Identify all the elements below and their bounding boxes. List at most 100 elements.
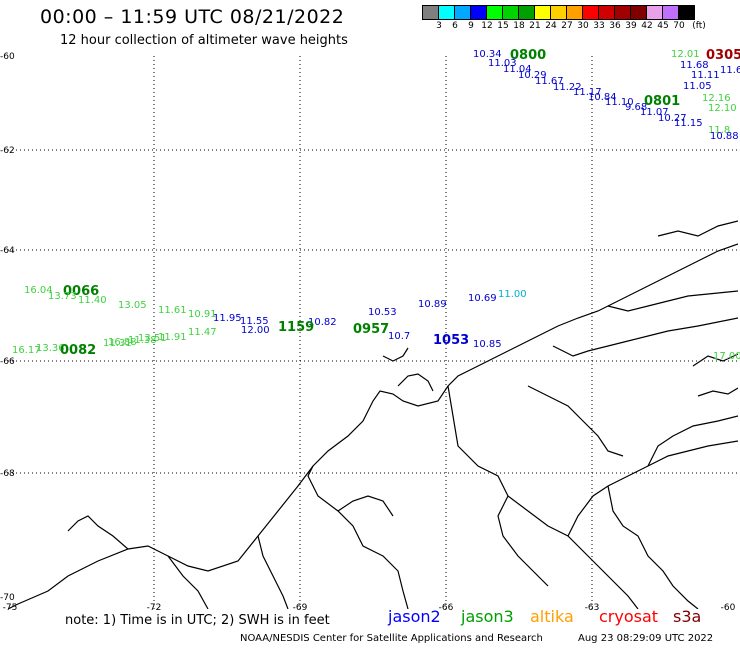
footnote: note: 1) Time is in UTC; 2) SWH is in fe… (65, 613, 330, 628)
pass-time-label: 0066 (63, 284, 100, 299)
swh-label: 12.00 (241, 325, 270, 336)
swh-label: 10.34 (473, 49, 502, 60)
lat-label: -64 (0, 246, 15, 256)
swh-label: 9.68 (625, 102, 648, 113)
swh-label: 10.88 (710, 131, 739, 142)
pass-time-label: 0801 (644, 94, 681, 109)
swh-label: 11.95 (213, 313, 242, 324)
legend-swatch (502, 5, 519, 20)
legend-swatch (550, 5, 567, 20)
legend-tick-label: 33 (593, 21, 605, 31)
legend-swatch (646, 5, 663, 20)
swh-label: 11.07 (640, 107, 669, 118)
lon-label: -63 (584, 603, 600, 613)
swh-label: 12.10 (708, 103, 737, 114)
legend-tick-label: 6 (452, 21, 458, 31)
swh-label: 16.88 (108, 337, 137, 348)
legend-swatch (630, 5, 647, 20)
swh-label: 11.03 (488, 58, 517, 69)
legend-swatch (422, 5, 439, 20)
lon-label: -72 (146, 603, 162, 613)
satellite-legend-jason2: jason2 (388, 607, 441, 626)
graticule (8, 56, 738, 609)
legend-tick-label: 27 (561, 21, 573, 31)
pass-time-label: 0305 (706, 48, 740, 63)
pass-time-label: 0800 (510, 48, 547, 63)
lon-label: -66 (438, 603, 454, 613)
swh-label: 11.47 (188, 327, 217, 338)
map-title: 00:00 – 11:59 UTC 08/21/2022 (40, 6, 345, 28)
swh-label: 11.11 (691, 70, 720, 81)
swh-label: 11.15 (674, 118, 703, 129)
swh-label: 11.05 (683, 81, 712, 92)
legend-tick-label: 39 (625, 21, 637, 31)
swh-label: 11.38 (128, 335, 157, 346)
swh-label: 16.04 (24, 285, 53, 296)
legend-tick-label: 30 (577, 21, 589, 31)
map-svg (8, 56, 738, 609)
pass-time-label: 1053 (433, 333, 470, 348)
legend-tick-label: 21 (529, 21, 541, 31)
swh-label: 10.82 (308, 317, 337, 328)
swh-label: 16.17 (12, 345, 41, 356)
swh-label: 12.01 (671, 49, 700, 60)
legend-swatch (534, 5, 551, 20)
swh-label: 11.61 (158, 305, 187, 316)
legend-tick-label: 9 (468, 21, 474, 31)
legend-swatch (678, 5, 695, 20)
legend-swatch (518, 5, 535, 20)
lat-label: -70 (0, 593, 15, 603)
legend-swatch (582, 5, 599, 20)
legend-tick-label: 45 (657, 21, 669, 31)
swh-label: 10.91 (188, 309, 217, 320)
map-area: 10.34 0800 11.03 11.04 10.29 11.67 11.22… (8, 48, 740, 609)
legend-swatch (438, 5, 455, 20)
swh-label: 10.7 (388, 331, 411, 342)
swh-label: 12.16 (702, 93, 731, 104)
swh-label: 11.22 (553, 82, 582, 93)
lon-label: -60 (720, 603, 736, 613)
lat-label: -62 (0, 146, 15, 156)
swh-label: 10.27 (658, 113, 687, 124)
satellite-legend-jason3: jason3 (461, 607, 514, 626)
legend-tick-label: 70 (673, 21, 685, 31)
swh-label: 11.8 (708, 125, 731, 136)
legend-tick-label: 12 (481, 21, 493, 31)
pass-time-label: 0082 (60, 343, 97, 358)
swh-label: 10.69 (468, 293, 497, 304)
satellite-legend-altika: altika (530, 607, 574, 626)
pass-time-label: 0957 (353, 322, 390, 337)
swh-label: 11.55 (240, 316, 269, 327)
map-subtitle: 12 hour collection of altimeter wave hei… (60, 33, 348, 48)
lon-label: -75 (2, 603, 18, 613)
swh-label: 11.67 (535, 76, 564, 87)
swh-label: 11.31 (103, 338, 132, 349)
legend-swatch (454, 5, 471, 20)
swh-label: 13.73 (48, 291, 77, 302)
color-legend: 3 6 9 12 15 18 21 24 27 30 33 36 39 42 45 70 (ft) (422, 5, 706, 32)
legend-tick-label: 18 (513, 21, 525, 31)
swh-label: 10.85 (473, 339, 502, 350)
satellite-legend-cryosat: cryosat (599, 607, 659, 626)
credit-line: NOAA/NESDIS Center for Satellite Applica… (240, 633, 543, 644)
swh-label: 17.00 (713, 351, 740, 362)
swh-label: 11.17 (573, 87, 602, 98)
pass-time-label: 1159 (278, 320, 315, 335)
legend-tick-label: 3 (436, 21, 442, 31)
legend-tick-label: 36 (609, 21, 621, 31)
swh-label: 13.51 (138, 333, 167, 344)
swh-label: 10.89 (418, 299, 447, 310)
swh-label: 13.36 (36, 343, 65, 354)
lat-label: -66 (0, 357, 15, 367)
swh-label: 10.29 (518, 70, 547, 81)
legend-tick-label: 24 (545, 21, 557, 31)
legend-swatch (598, 5, 615, 20)
swh-label: 11.00 (498, 289, 527, 300)
lat-label: -68 (0, 469, 15, 479)
legend-tick-label: 42 (641, 21, 653, 31)
legend-swatch (662, 5, 679, 20)
legend-tick-label: 15 (497, 21, 509, 31)
swh-label: 11.66 (720, 65, 740, 76)
legend-swatch (614, 5, 631, 20)
legend-swatch (470, 5, 487, 20)
